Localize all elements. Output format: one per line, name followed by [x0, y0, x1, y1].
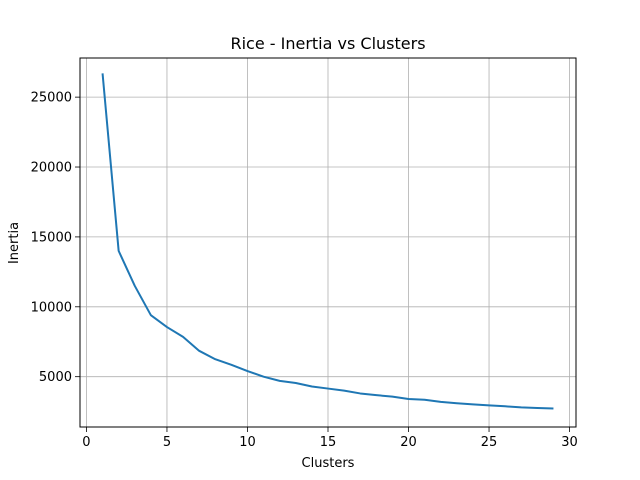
x-tick-label: 15	[320, 435, 337, 450]
y-tick-label: 5000	[39, 370, 72, 385]
y-tick-label: 10000	[31, 300, 72, 315]
grid	[80, 58, 576, 427]
series-layer	[101, 73, 554, 410]
y-tick-label: 20000	[31, 161, 72, 176]
x-tick-label: 5	[163, 435, 171, 450]
y-axis-label: Inertia	[7, 222, 22, 264]
y-tick-label: 15000	[31, 230, 72, 245]
y-tick-label: 25000	[31, 91, 72, 106]
x-tick-label: 20	[400, 435, 417, 450]
x-axis-ticks: 0 5 10 15 20 25 30	[82, 427, 578, 450]
x-tick-label: 25	[481, 435, 498, 450]
x-axis-label: Clusters	[302, 456, 355, 471]
y-axis-ticks: 5000 10000 15000 20000 25000	[31, 91, 80, 385]
x-tick-label: 0	[82, 435, 90, 450]
x-tick-label: 30	[561, 435, 578, 450]
chart-title: Rice - Inertia vs Clusters	[230, 34, 425, 53]
x-tick-label: 10	[239, 435, 256, 450]
